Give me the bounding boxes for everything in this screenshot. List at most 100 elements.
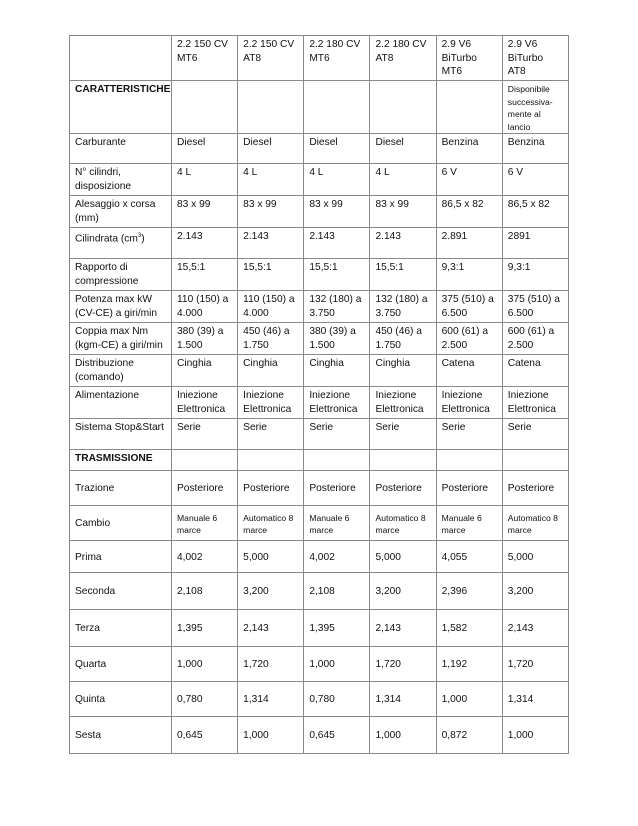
table-cell: Cinghia — [303, 354, 371, 387]
table-cell: Iniezione Elettronica — [237, 386, 305, 419]
row-label: Potenza max kW (CV-CE) a giri/min — [69, 290, 172, 323]
table-cell: 2.891 — [435, 227, 503, 259]
empty-cell — [237, 449, 305, 471]
empty-cell — [501, 449, 570, 471]
column-header-line: BiTurbo — [507, 52, 544, 64]
empty-cell — [303, 80, 371, 134]
table-cell: 132 (180) a 3.750 — [303, 290, 371, 323]
row-label: Terza — [69, 609, 172, 647]
table-cell: 2,143 — [369, 609, 437, 647]
table-cell: Serie — [237, 418, 305, 450]
row-label-end: ) — [141, 233, 145, 245]
table-cell: 110 (150) a 4.000 — [170, 290, 239, 323]
table-cell: Automatico 8 marce — [501, 505, 570, 541]
table-cell: Benzina — [435, 133, 503, 164]
section-title-text: TRASMISSIONE — [75, 453, 153, 464]
table-row: Sistema Stop&Start Serie Serie Serie Serie Se… — [69, 418, 570, 450]
table-cell: Cinghia — [170, 354, 239, 387]
table-cell: 3,200 — [369, 572, 437, 610]
row-label: Quarta — [69, 646, 172, 682]
table-cell: 1,000 — [435, 681, 503, 717]
table-cell: 4 L — [303, 163, 371, 196]
empty-cell — [435, 449, 503, 471]
table-cell: 1,582 — [435, 609, 503, 647]
table-cell: Benzina — [501, 133, 570, 164]
table-cell: Serie — [501, 418, 570, 450]
empty-cell — [303, 449, 371, 471]
table-cell: 3,200 — [237, 572, 305, 610]
table-cell: Iniezione Elettronica — [435, 386, 503, 419]
empty-cell — [170, 449, 239, 471]
table-cell: 375 (510) a 6.500 — [501, 290, 570, 323]
table-cell: Posteriore — [237, 470, 305, 506]
table-cell: Posteriore — [303, 470, 371, 506]
table-row: Sesta 0,645 1,000 0,645 1,000 0,872 1,000 — [69, 716, 570, 754]
table-cell: 600 (61) a 2.500 — [501, 322, 570, 355]
table-cell: 4,055 — [435, 540, 503, 573]
table-cell: 600 (61) a 2.500 — [435, 322, 503, 355]
row-label: Trazione — [69, 470, 172, 506]
table-row: Trazione Posteriore Posteriore Posteriore Po… — [69, 470, 570, 506]
table-cell: 2,396 — [435, 572, 503, 610]
table-cell: 110 (150) a 4.000 — [237, 290, 305, 323]
empty-cell — [170, 80, 239, 134]
section-row: CARATTERISTICHE Disponibile successiva-me… — [69, 80, 570, 134]
row-label: Carburante — [69, 133, 172, 164]
table-cell: Iniezione Elettronica — [501, 386, 570, 419]
table-cell: Manuale 6 marce — [435, 505, 503, 541]
table-cell: 4,002 — [303, 540, 371, 573]
table-row: Rapporto di compressione 15,5:1 15,5:1 15,5… — [69, 258, 570, 291]
column-header-line: AT8 — [507, 66, 526, 77]
column-header: 2.2 180 CV AT8 — [369, 35, 437, 81]
column-header-line: AT8 — [243, 52, 262, 64]
header-row: 2.2 150 CV MT6 2.2 150 CV AT8 2.2 180 CV MT6 2… — [69, 35, 570, 81]
column-header: 2.2 180 CV MT6 — [303, 35, 371, 81]
column-header-line: 2.9 V6 — [441, 39, 472, 50]
table-cell: 86,5 x 82 — [501, 195, 570, 228]
table-cell: 380 (39) a 1.500 — [170, 322, 239, 355]
table-row: Potenza max kW (CV-CE) a giri/min 110 (15… — [69, 290, 570, 323]
row-label: Prima — [69, 540, 172, 573]
table-cell: Posteriore — [170, 470, 239, 506]
table-cell: Diesel — [369, 133, 437, 164]
table-cell: 5,000 — [501, 540, 570, 573]
table-cell: 4,002 — [170, 540, 239, 573]
table-cell: 86,5 x 82 — [435, 195, 503, 228]
table-cell: 4 L — [170, 163, 239, 196]
table-cell: Automatico 8 marce — [369, 505, 437, 541]
column-header-line: BiTurbo — [441, 52, 477, 64]
table-cell: 2,143 — [237, 609, 305, 647]
table-cell: Serie — [435, 418, 503, 450]
table-cell: 380 (39) a 1.500 — [303, 322, 371, 355]
row-label: Distribuzione (comando) — [69, 354, 172, 387]
table-row: Terza 1,395 2,143 1,395 2,143 1,582 2,143 — [69, 609, 570, 647]
row-label: Seconda — [69, 572, 172, 610]
table-cell: 6 V — [435, 163, 503, 196]
corner-cell — [69, 35, 172, 81]
empty-cell — [237, 80, 305, 134]
table-cell: Serie — [369, 418, 437, 450]
table-cell: Serie — [170, 418, 239, 450]
table-cell: Manuale 6 marce — [170, 505, 239, 541]
table-cell: Iniezione Elettronica — [369, 386, 437, 419]
table-cell: 0,872 — [435, 716, 503, 754]
section-title-text: CARATTERISTICHE — [75, 84, 171, 95]
column-header-line: 2.2 150 CV — [177, 39, 228, 50]
table-cell: Manuale 6 marce — [303, 505, 371, 541]
table-row: Coppia max Nm (kgm-CE) a giri/min 380 (39… — [69, 322, 570, 355]
table-cell: 83 x 99 — [237, 195, 305, 228]
table-cell: 450 (46) a 1.750 — [369, 322, 437, 355]
table-cell: 83 x 99 — [303, 195, 371, 228]
section-row: TRASMISSIONE — [69, 449, 570, 471]
table-cell: Iniezione Elettronica — [303, 386, 371, 419]
table-cell: Automatico 8 marce — [237, 505, 305, 541]
table-row: Quarta 1,000 1,720 1,000 1,720 1,192 1,720 — [69, 646, 570, 682]
column-header-line: MT6 — [309, 52, 330, 64]
table-row: Distribuzione (comando) Cinghia Cinghia Cin… — [69, 354, 570, 387]
table-cell: 1,000 — [237, 716, 305, 754]
table-cell: 15,5:1 — [170, 258, 239, 291]
table-row: Prima 4,002 5,000 4,002 5,000 4,055 5,000 — [69, 540, 570, 573]
table-cell: 1,720 — [237, 646, 305, 682]
table-cell: 2.143 — [170, 227, 239, 259]
